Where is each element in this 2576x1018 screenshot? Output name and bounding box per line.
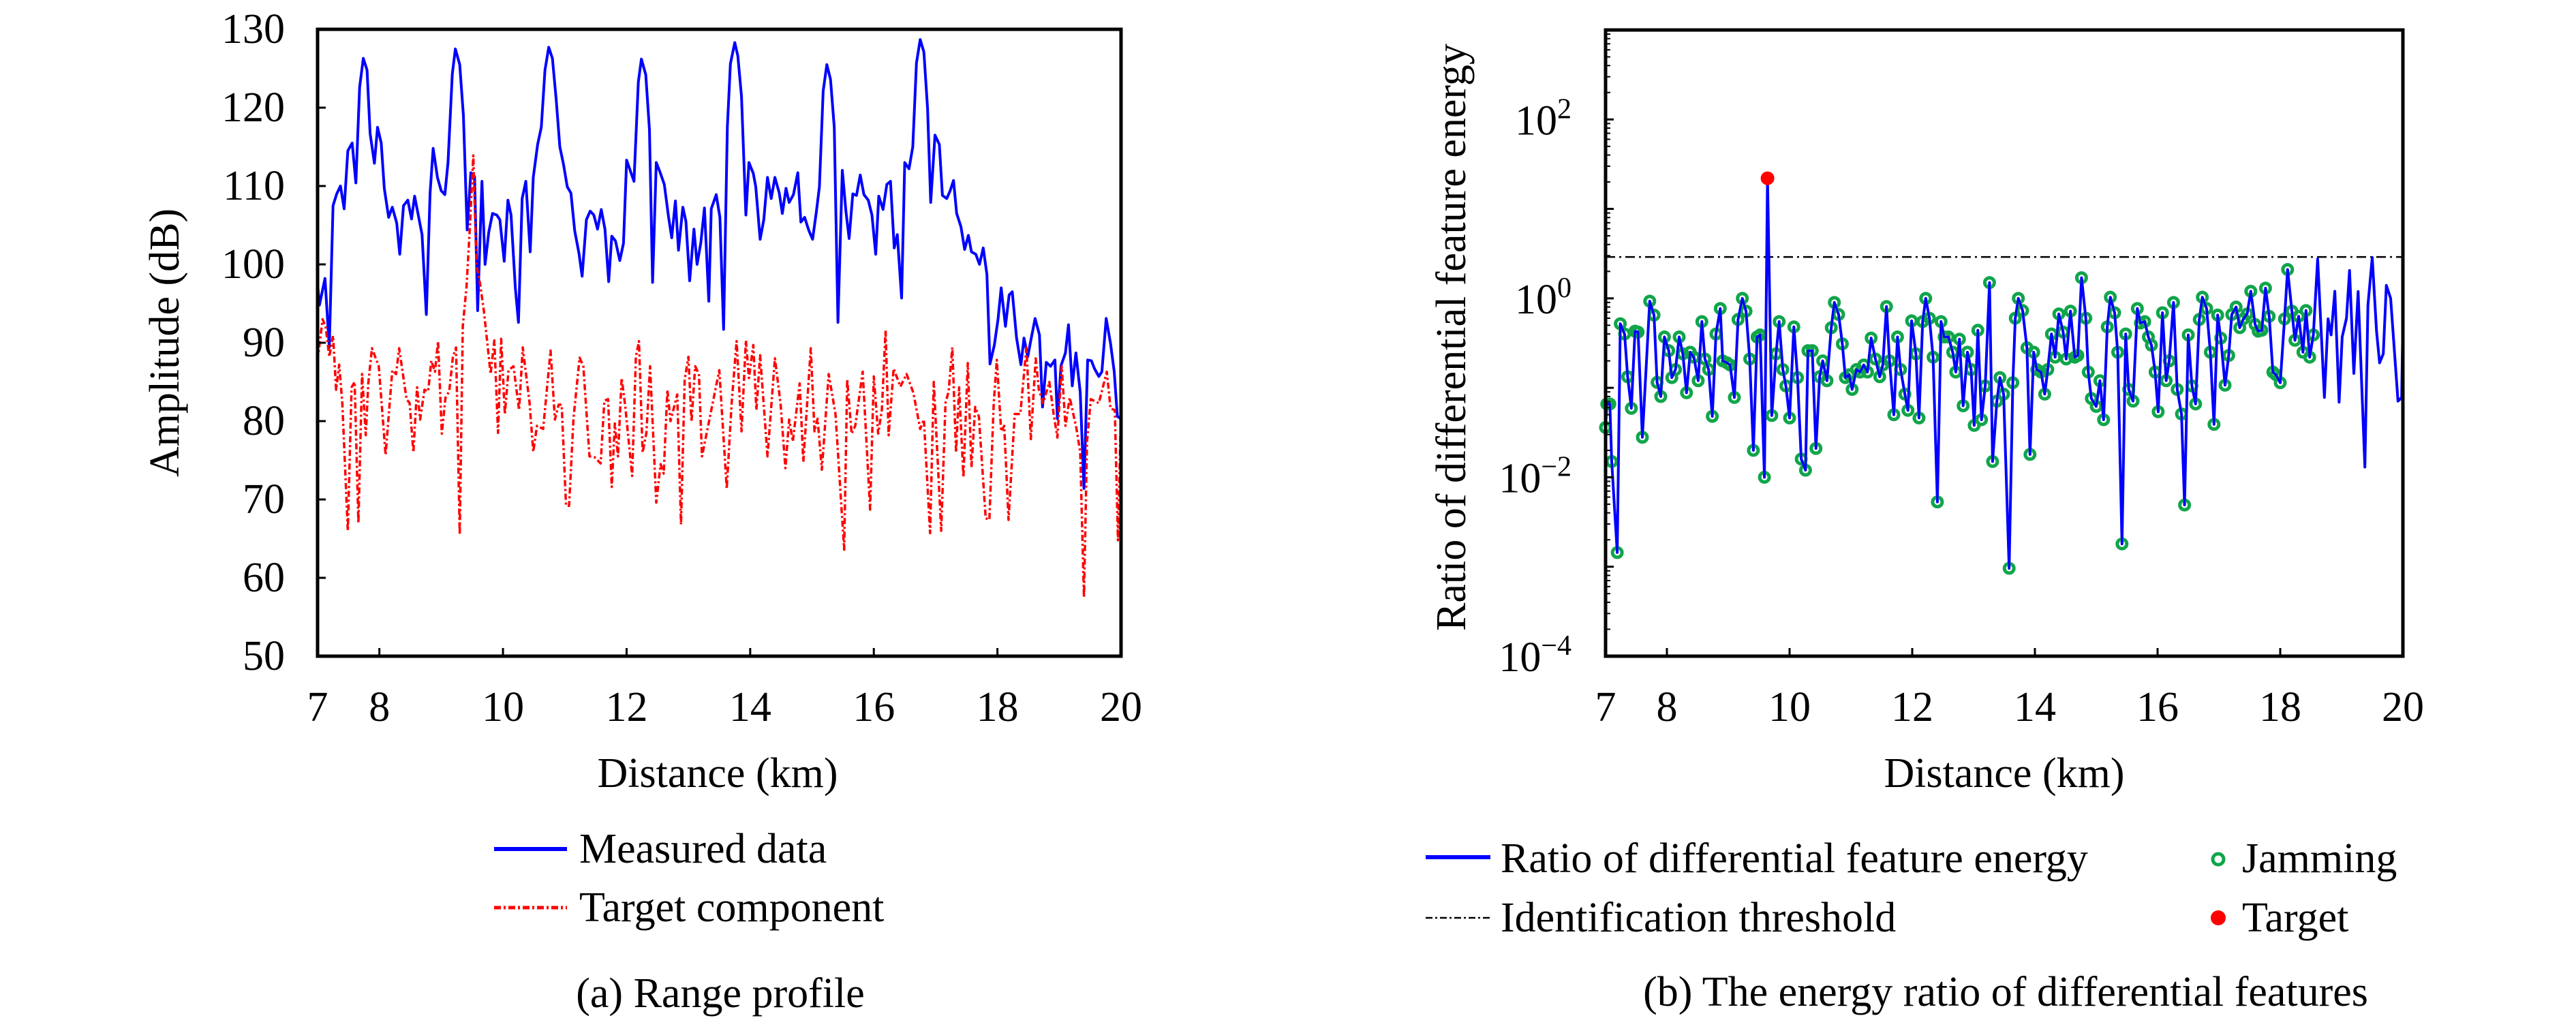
x-tick-label: 12 (1891, 684, 1933, 730)
x-tick-label: 18 (2259, 684, 2301, 730)
y-tick-label: 60 (243, 555, 285, 601)
legend-label: Ratio of differential feature energy (1501, 835, 2088, 882)
y-tick-label: 50 (243, 633, 285, 679)
x-tick-label: 12 (605, 684, 647, 730)
legend: Ratio of differential feature energy Jam… (1426, 835, 2397, 941)
x-tick-label: 14 (729, 684, 771, 730)
x-axis-label: Distance (km) (1884, 750, 2125, 797)
y-tick-label: 130 (221, 6, 285, 52)
x-tick-label: 8 (369, 684, 390, 730)
y-axis-label: Ratio of differential feature energy (1428, 44, 1475, 631)
legend-item-measured-data: Measured data (494, 826, 827, 872)
plot-frame (1604, 28, 2405, 658)
tick-exponent: 2 (1557, 93, 1571, 125)
x-tick-label: 7 (307, 684, 328, 730)
tick-base: 10 (1499, 455, 1541, 502)
y-tick-label: 90 (243, 320, 285, 366)
y-tick-label: 120 (221, 84, 285, 131)
x-tick-label: 8 (1657, 684, 1678, 730)
legend-swatch-filled-circle-red (2211, 910, 2226, 925)
y-tick-label: 102 (1515, 93, 1571, 144)
legend-label: Target (2242, 895, 2348, 941)
y-tick-label: 100 (1515, 273, 1571, 323)
tick-base: 10 (1515, 277, 1557, 323)
y-axis-label: Amplitude (dB) (142, 209, 188, 477)
jamming-marker (1873, 370, 1886, 384)
x-tick-label: 20 (1100, 684, 1142, 730)
target-marker (1760, 171, 1775, 185)
legend: Measured data Target component (494, 826, 884, 931)
y-tick-label: 10−4 (1499, 630, 1571, 681)
series-line-overlay (1606, 177, 2403, 570)
legend-item-ratio: Ratio of differential feature energy (1426, 835, 2088, 882)
panel-range-profile: Amplitude (dB) 7 8 10 12 14 16 18 20 50 60 70 80 90 1… (142, 6, 1142, 1017)
tick-base: 10 (1499, 634, 1541, 681)
x-axis-label: Distance (km) (598, 750, 838, 797)
x-tick-label: 10 (482, 684, 524, 730)
y-tick-label: 10−2 (1499, 451, 1571, 502)
y-tick-label: 100 (221, 241, 285, 288)
x-tick-label: 14 (2014, 684, 2056, 730)
y-tick-label: 80 (243, 398, 285, 444)
y-tick-label: 110 (223, 163, 285, 209)
plot-area: 7 8 10 12 14 16 18 20 50 60 70 80 90 100 110 120 130 (221, 6, 1142, 730)
tick-exponent: −2 (1541, 451, 1571, 482)
legend-item-jamming: Jamming (2211, 835, 2397, 882)
tick-exponent: −4 (1541, 630, 1571, 662)
legend-label: Identification threshold (1501, 895, 1896, 941)
legend-label: Measured data (579, 826, 827, 872)
x-tick-label: 7 (1595, 684, 1616, 730)
x-tick-label: 16 (2136, 684, 2179, 730)
caption-b: (b) The energy ratio of differential fea… (1643, 969, 2368, 1015)
tick-base: 10 (1515, 97, 1557, 144)
tick-exponent: 0 (1557, 273, 1571, 304)
legend-item-target: Target (2211, 895, 2348, 941)
legend-item-target-component: Target component (494, 884, 884, 931)
y-tick-label: 70 (243, 476, 285, 523)
x-tick-label: 16 (853, 684, 895, 730)
legend-swatch-open-circle-green (2211, 852, 2226, 867)
series-line-measured-data (318, 38, 1121, 490)
x-tick-label: 18 (977, 684, 1019, 730)
legend-item-threshold: Identification threshold (1426, 895, 1896, 941)
x-tick-label: 10 (1768, 684, 1811, 730)
legend-label: Target component (579, 884, 884, 931)
caption-a: (a) Range profile (576, 970, 864, 1017)
x-tick-label: 20 (2382, 684, 2424, 730)
legend-label: Jamming (2242, 835, 2397, 882)
